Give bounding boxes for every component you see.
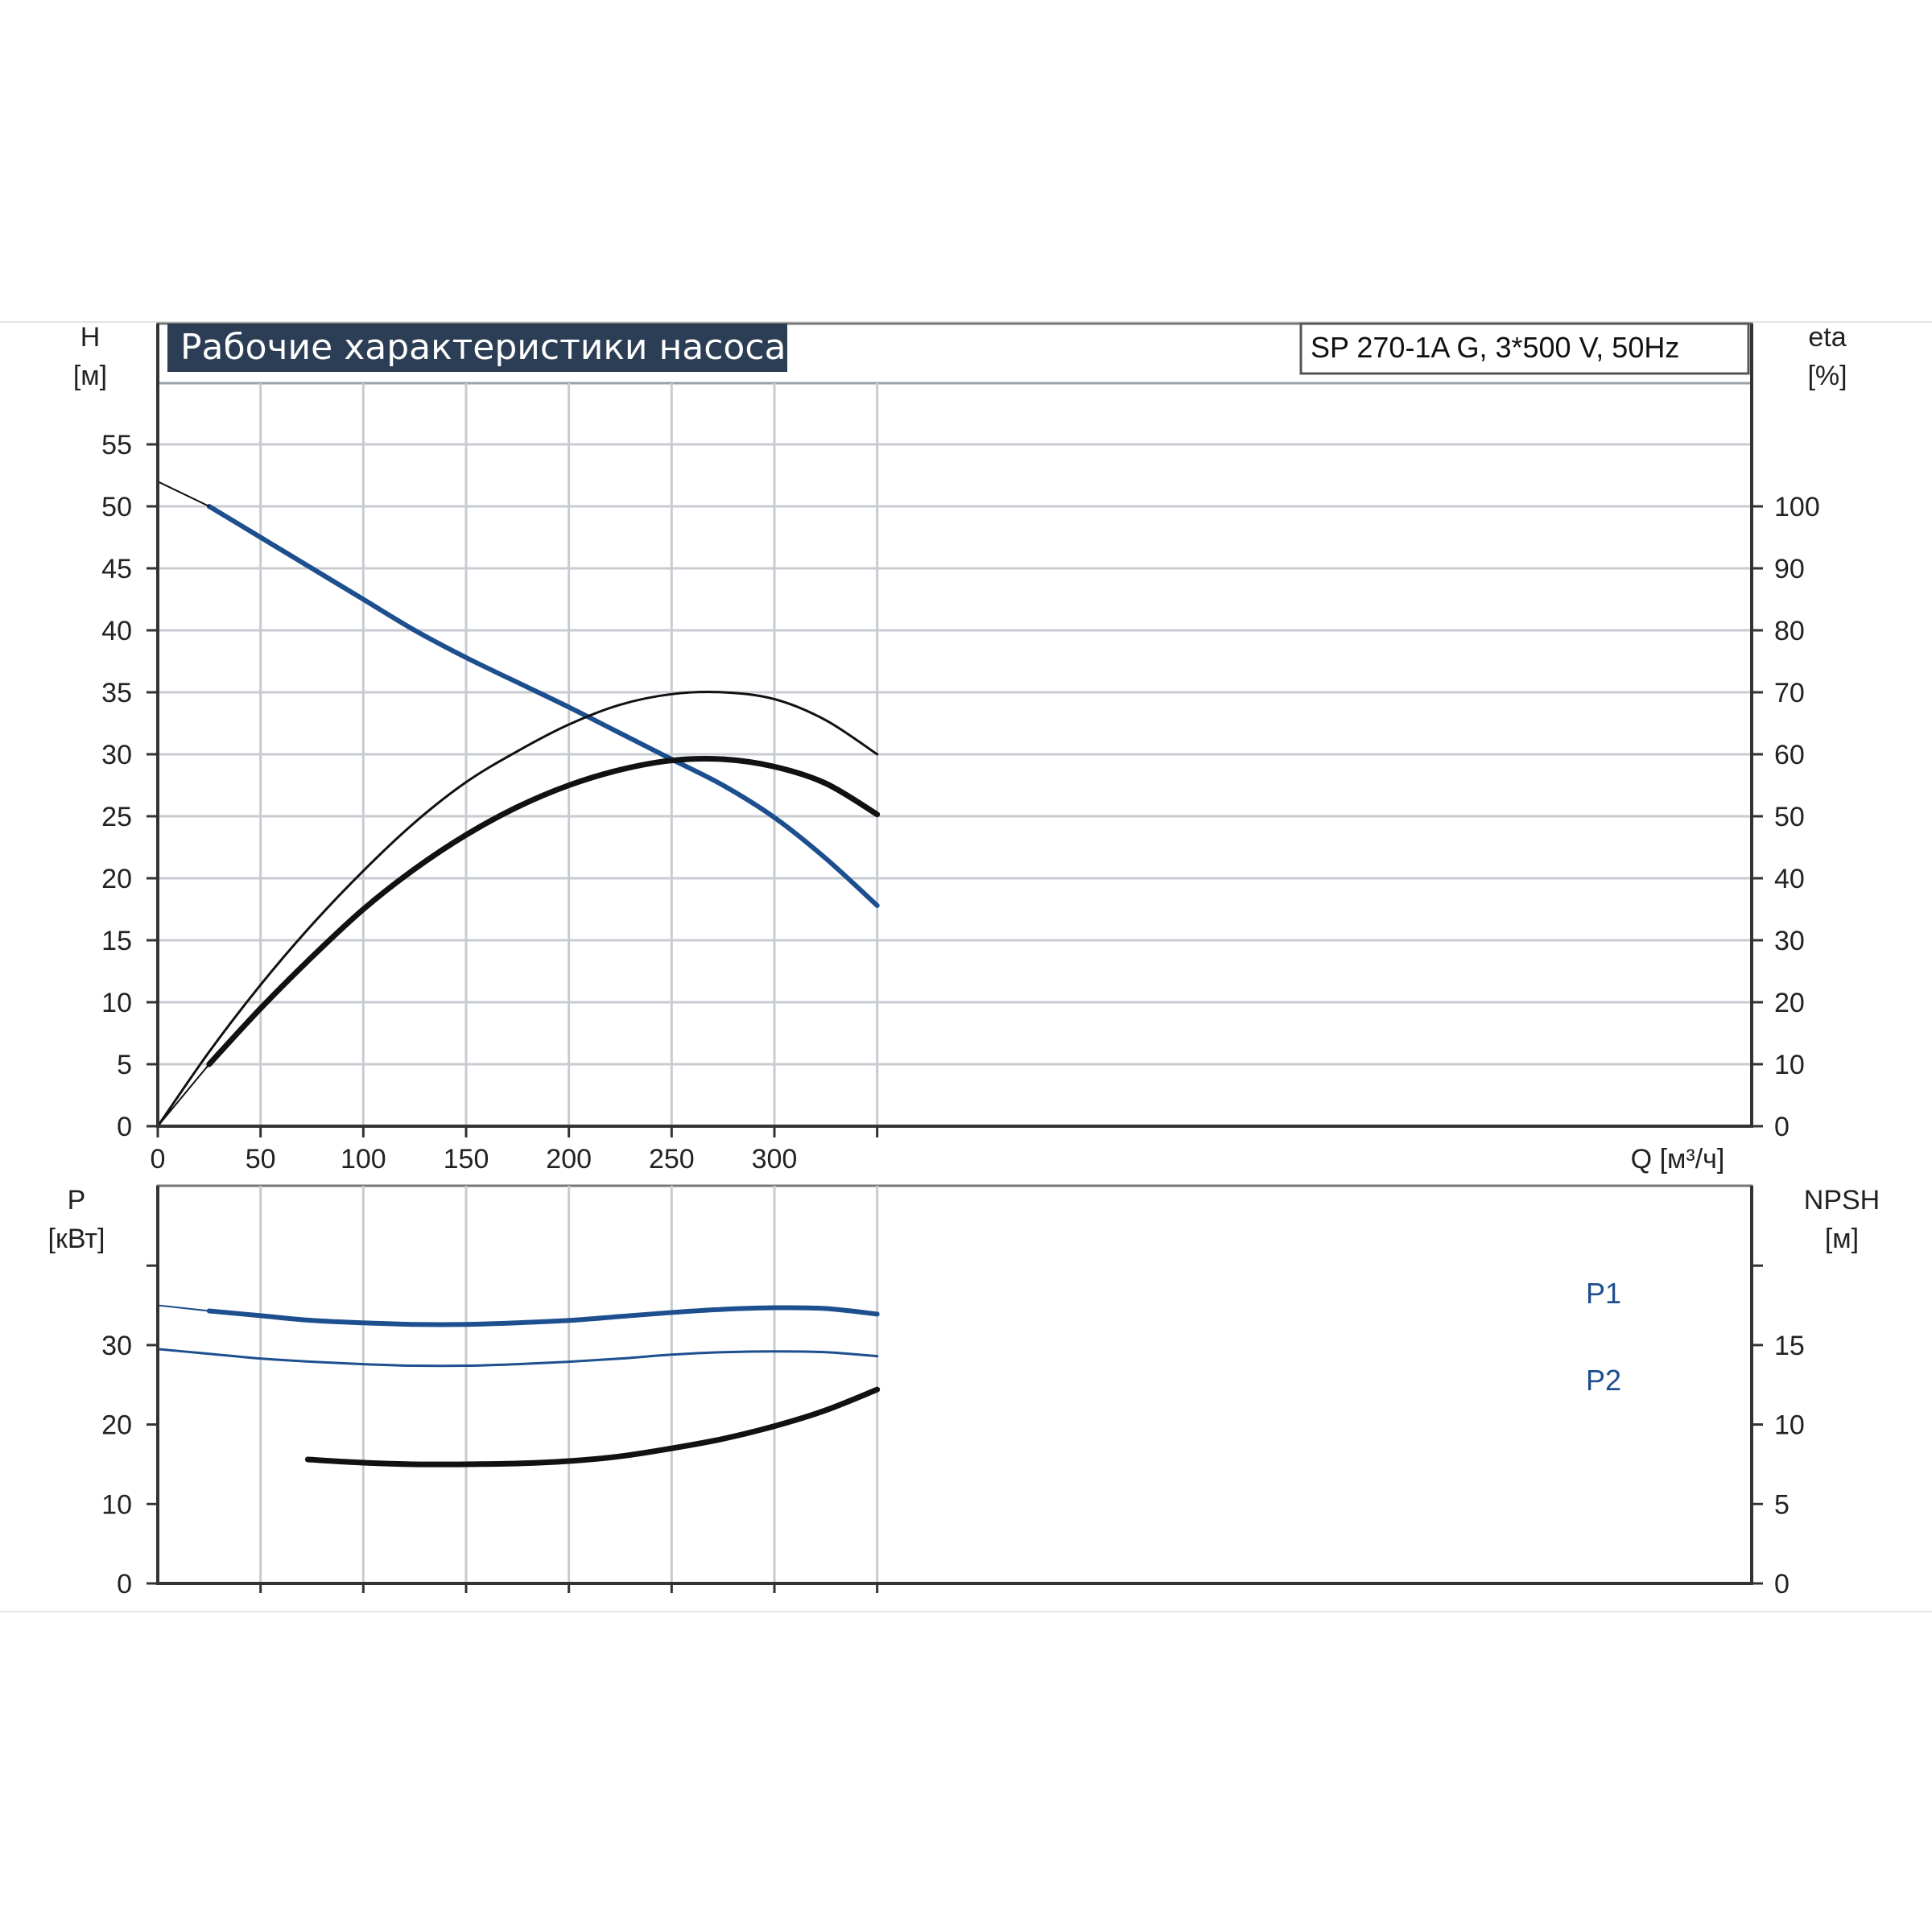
top-right-tick-label: 100 bbox=[1774, 492, 1820, 522]
top-left-tick-label: 15 bbox=[101, 926, 132, 956]
bottom-curve-p2 bbox=[156, 1348, 879, 1368]
bottom-ticks: 0 10 20 30 0 5 10 15 bbox=[101, 1186, 1805, 1600]
x-tick-label: 150 bbox=[444, 1144, 489, 1174]
top-right-tick-label: 90 bbox=[1774, 554, 1805, 584]
bottom-right-tick-label: 5 bbox=[1774, 1489, 1790, 1520]
top-ticks: 0 5 10 15 20 25 30 35 40 45 50 55 0 10 20 30 40 50 60 70 80 9… bbox=[101, 324, 1820, 1174]
top-right-tick-label: 70 bbox=[1774, 678, 1805, 708]
top-left-tick-label: 0 bbox=[117, 1112, 132, 1142]
y-right-label-symbol: eta bbox=[1808, 322, 1846, 353]
top-left-tick-label: 50 bbox=[101, 492, 132, 522]
bottom-plot-frame bbox=[156, 1184, 1753, 1585]
top-left-tick-label: 5 bbox=[117, 1050, 132, 1080]
top-curve-4 bbox=[157, 1063, 210, 1127]
top-left-tick-label: 30 bbox=[101, 740, 132, 770]
x-tick-label: 100 bbox=[341, 1144, 386, 1174]
x-tick-label: 300 bbox=[752, 1144, 798, 1174]
y-left-label-unit: [м] bbox=[73, 361, 107, 391]
model-label: SP 270-1A G, 3*500 V, 50Hz bbox=[1311, 331, 1679, 364]
bottom-grid bbox=[259, 1186, 879, 1583]
x-tick-label: 250 bbox=[649, 1144, 695, 1174]
bottom-left-tick-label: 10 bbox=[101, 1489, 132, 1520]
bottom-curves bbox=[156, 1304, 881, 1468]
top-curves bbox=[156, 481, 881, 1128]
bottom-right-tick-label: 10 bbox=[1774, 1410, 1805, 1441]
top-right-tick-label: 40 bbox=[1774, 864, 1805, 894]
top-left-tick-label: 40 bbox=[101, 616, 132, 646]
top-left-tick-label: 20 bbox=[101, 864, 132, 894]
y-left-label-symbol: H bbox=[80, 322, 101, 353]
top-left-tick-label: 35 bbox=[101, 678, 132, 708]
x-tick-label: 0 bbox=[151, 1144, 166, 1174]
top-left-tick-label: 45 bbox=[101, 554, 132, 584]
top-curve-0 bbox=[206, 504, 880, 908]
p-left-label-symbol: P bbox=[68, 1185, 86, 1216]
bottom-curve-p1 bbox=[206, 1305, 880, 1327]
bottom-curve-1 bbox=[157, 1304, 210, 1312]
p-left-label-unit: [кВт] bbox=[48, 1224, 105, 1254]
top-curve-2 bbox=[156, 691, 879, 1128]
npsh-right-label-unit: [м] bbox=[1825, 1224, 1859, 1254]
y-right-label-unit: [%] bbox=[1807, 361, 1847, 391]
bottom-right-tick-label: 15 bbox=[1774, 1331, 1805, 1361]
bottom-left-tick-label: 30 bbox=[101, 1331, 132, 1361]
head-efficiency-panel: 0 5 10 15 20 25 30 35 40 45 50 55 0 10 20 30 40 50 60 70 80 9… bbox=[73, 322, 1847, 1174]
top-right-tick-label: 60 bbox=[1774, 740, 1805, 770]
top-right-tick-label: 0 bbox=[1774, 1112, 1790, 1142]
top-right-tick-label: 10 bbox=[1774, 1050, 1805, 1080]
npsh-right-label-symbol: NPSH bbox=[1804, 1185, 1880, 1216]
title-box bbox=[167, 324, 787, 372]
top-left-tick-label: 25 bbox=[101, 802, 132, 832]
top-right-tick-label: 50 bbox=[1774, 802, 1805, 832]
bottom-right-tick-label: 0 bbox=[1774, 1569, 1790, 1600]
x-axis-label: Q [м³/ч] bbox=[1631, 1144, 1725, 1174]
top-right-tick-label: 80 bbox=[1774, 616, 1805, 646]
x-tick-label: 200 bbox=[546, 1144, 592, 1174]
p1-curve-label: P1 bbox=[1586, 1277, 1621, 1310]
top-right-tick-label: 20 bbox=[1774, 988, 1805, 1018]
power-npsh-panel: 0 10 20 30 0 5 10 15 P [кВт] NPSH [м] P1 P2 bbox=[48, 1184, 1880, 1600]
bottom-left-tick-label: 20 bbox=[101, 1410, 132, 1441]
x-tick-label: 50 bbox=[246, 1144, 276, 1174]
top-left-tick-label: 55 bbox=[101, 430, 132, 460]
top-curve-1 bbox=[157, 481, 210, 507]
model-box bbox=[1299, 322, 1750, 375]
top-left-tick-label: 10 bbox=[101, 988, 132, 1018]
p2-curve-label: P2 bbox=[1586, 1364, 1621, 1397]
top-grid bbox=[158, 383, 1752, 1126]
top-right-tick-label: 30 bbox=[1774, 926, 1805, 956]
top-curve-3 bbox=[206, 756, 881, 1067]
bottom-left-tick-label: 0 bbox=[117, 1569, 132, 1600]
bottom-curve-npsh bbox=[304, 1386, 881, 1468]
chart-title: Рабочие характеристики насоса bbox=[180, 327, 786, 368]
